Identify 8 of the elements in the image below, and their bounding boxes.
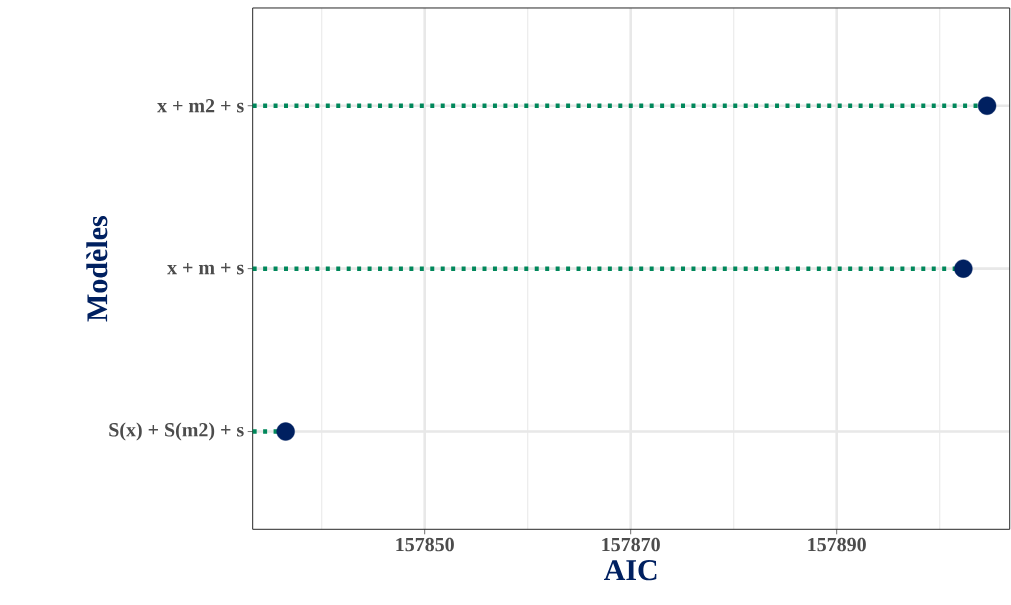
x-axis-title: AIC: [604, 560, 657, 581]
x-tick-label: 157850: [396, 537, 454, 552]
y-tick-label: x + m + s: [167, 262, 244, 275]
y-tick-label: S(x) + S(m2) + s: [109, 422, 244, 441]
x-tick-label: 157890: [808, 537, 866, 552]
x-tick-label: 157870: [602, 537, 660, 552]
y-tick-label: x + m2 + s: [157, 98, 244, 113]
y-axis-title: Modèles: [86, 216, 108, 322]
